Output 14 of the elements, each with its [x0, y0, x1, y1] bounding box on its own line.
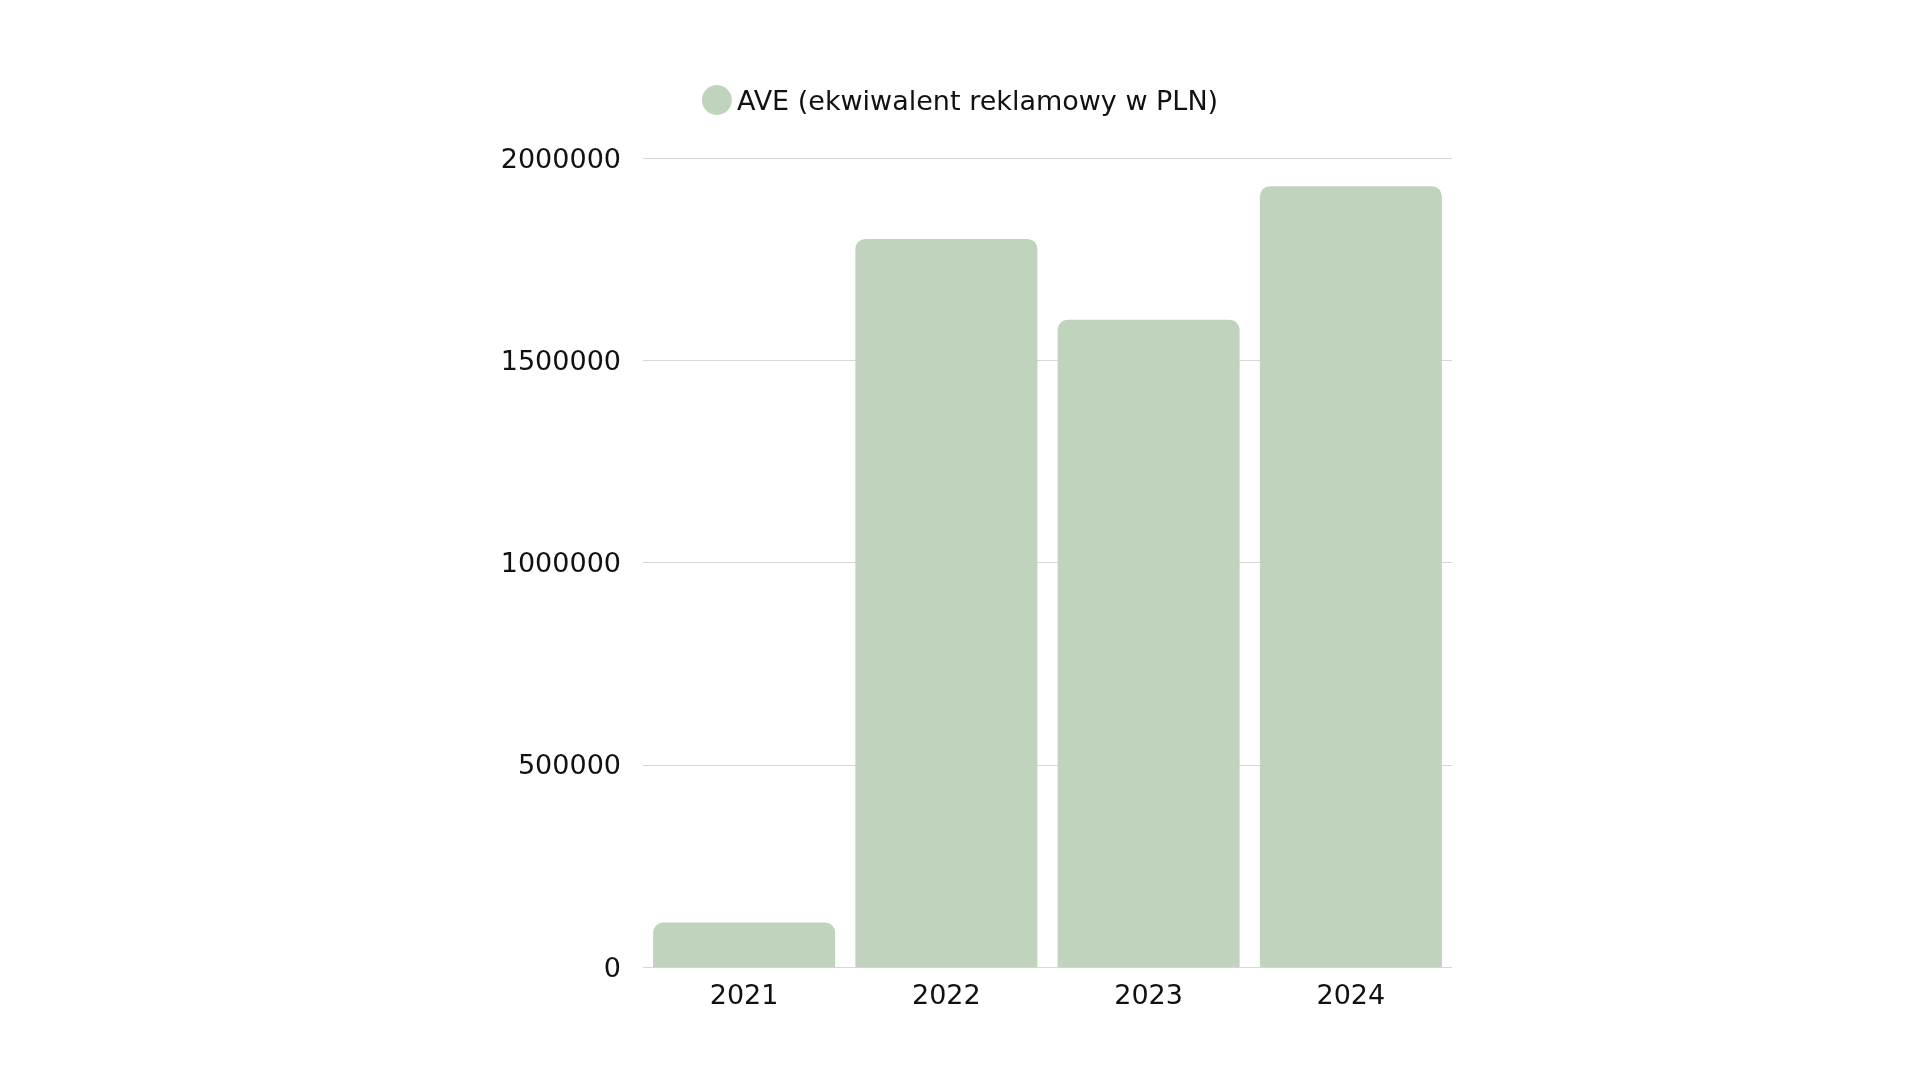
- bar: [855, 238, 1038, 967]
- y-tick-label: 500000: [517, 749, 621, 781]
- bar: [653, 922, 836, 967]
- y-tick-label: 1000000: [500, 547, 621, 578]
- y-tick-label: 2000000: [500, 142, 621, 174]
- x-tick-label: 2024: [1316, 979, 1386, 1010]
- x-tick-label: 2023: [1114, 979, 1183, 1010]
- bar: [1259, 186, 1442, 967]
- x-tick-label: 2022: [912, 979, 981, 1010]
- bar: [1057, 319, 1240, 967]
- legend-label: AVE (ekwiwalent reklamowy w PLN): [736, 84, 1219, 116]
- y-tick-label: 0: [603, 951, 621, 983]
- y-tick-label: 1500000: [500, 344, 621, 376]
- x-tick-label: 2021: [709, 979, 779, 1010]
